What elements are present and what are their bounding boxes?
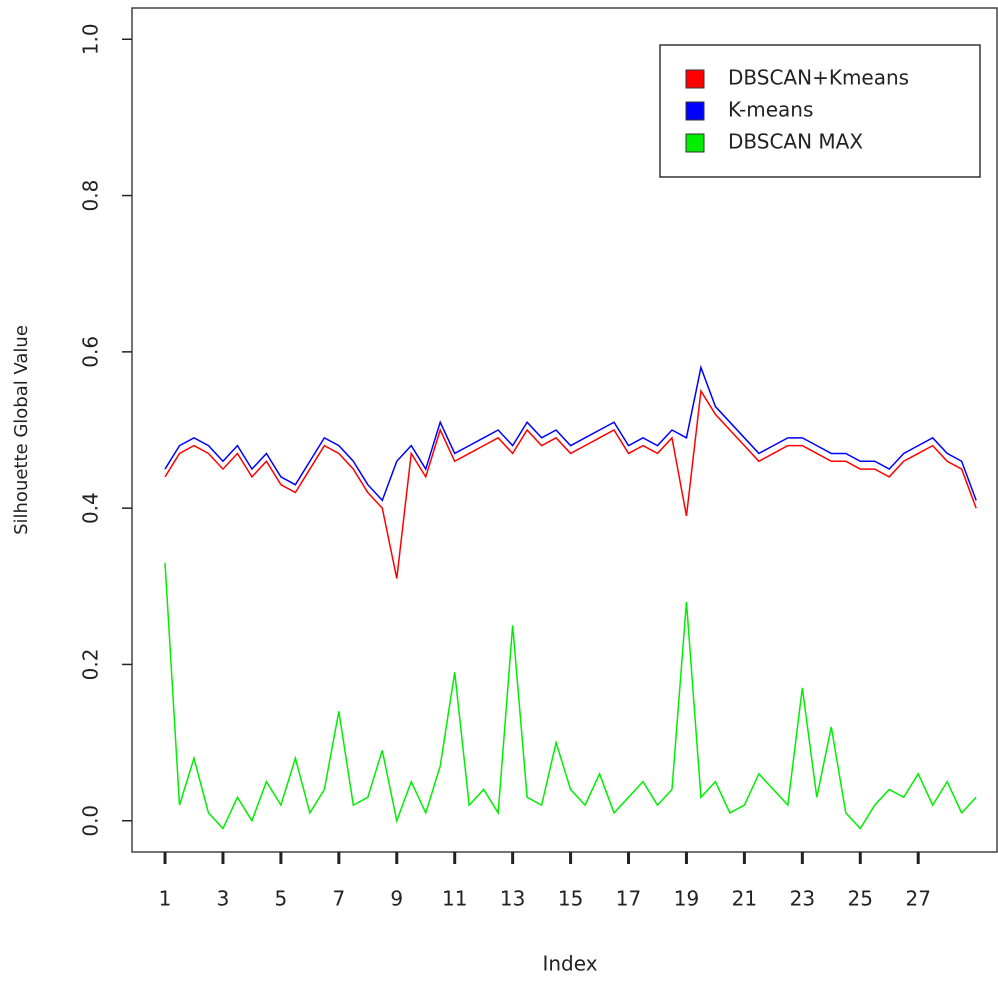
x-tick-label: 5 (275, 887, 288, 911)
data-line (164, 562, 977, 830)
legend-swatch (685, 69, 705, 89)
y-axis-label: Silhouette Global Value (11, 325, 32, 535)
data-line (164, 364, 977, 502)
legend-label: DBSCAN MAX (728, 130, 863, 154)
y-tick-label: 0.8 (79, 180, 103, 212)
legend-swatch (685, 101, 705, 121)
y-tick-label: 0.6 (79, 336, 103, 368)
data-line (164, 388, 977, 579)
x-tick-label: 1 (159, 887, 172, 911)
y-tick-label: 0.2 (79, 649, 103, 681)
x-tick-label: 3 (217, 887, 230, 911)
legend-label: DBSCAN+Kmeans (728, 66, 909, 90)
legend-swatch (685, 133, 705, 153)
y-tick-label: 0.0 (79, 805, 103, 837)
x-tick-label: 25 (848, 887, 873, 911)
legend-box (659, 44, 981, 178)
y-tick-label: 0.4 (79, 492, 103, 524)
x-tick-label: 17 (616, 887, 641, 911)
x-axis-label: Index (542, 952, 597, 976)
plot-frame (131, 7, 998, 853)
x-tick-label: 13 (500, 887, 525, 911)
x-tick-label: 27 (905, 887, 930, 911)
x-tick-label: 23 (790, 887, 815, 911)
x-tick-label: 19 (674, 887, 699, 911)
x-tick-label: 7 (332, 887, 345, 911)
x-tick-label: 11 (442, 887, 467, 911)
x-tick-label: 15 (558, 887, 583, 911)
y-tick-label: 1.0 (79, 23, 103, 55)
x-tick-label: 21 (732, 887, 757, 911)
x-tick-label: 9 (390, 887, 403, 911)
legend-label: K-means (728, 98, 813, 122)
